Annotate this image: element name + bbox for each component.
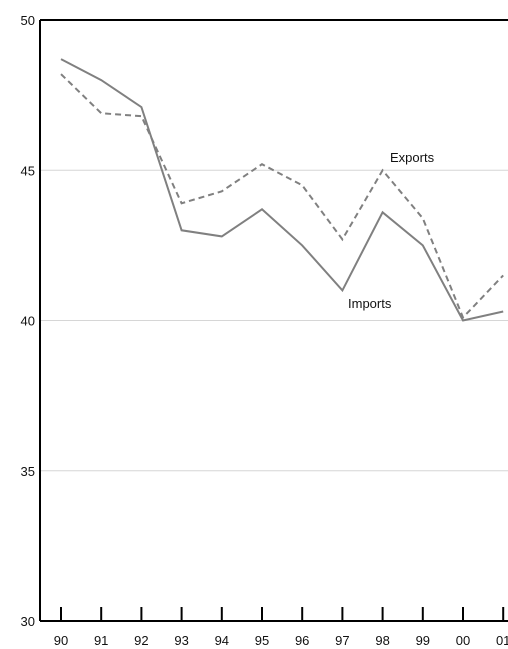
axes [39,19,508,622]
x-tick-label-96: 96 [295,633,309,648]
series-lines [60,58,504,322]
x-tick-label-00: 00 [456,633,470,648]
series-line-imports [60,58,504,322]
x-tick-label-97: 97 [335,633,349,648]
x-tick-label-93: 93 [174,633,188,648]
x-tick-label-01: 01 [496,633,508,648]
y-tick-label-40: 40 [21,314,35,329]
y-tick-label-35: 35 [21,464,35,479]
y-tick-label-45: 45 [21,163,35,178]
y-tick-label-50: 50 [21,13,35,28]
series-label-imports: Imports [348,296,392,311]
x-tick-label-91: 91 [94,633,108,648]
x-tick-label-92: 92 [134,633,148,648]
x-tick-label-95: 95 [255,633,269,648]
x-tick-label-99: 99 [416,633,430,648]
x-tick-label-90: 90 [54,633,68,648]
tick-labels: Exports Imports 30 35 40 45 50 90 91 92 93 94 95 96 97… [21,13,508,648]
gridlines [40,19,508,472]
x-tick-label-98: 98 [375,633,389,648]
series-label-exports: Exports [390,150,435,165]
y-tick-label-30: 30 [21,614,35,629]
x-tick-label-94: 94 [215,633,229,648]
series-line-exports [60,73,504,320]
